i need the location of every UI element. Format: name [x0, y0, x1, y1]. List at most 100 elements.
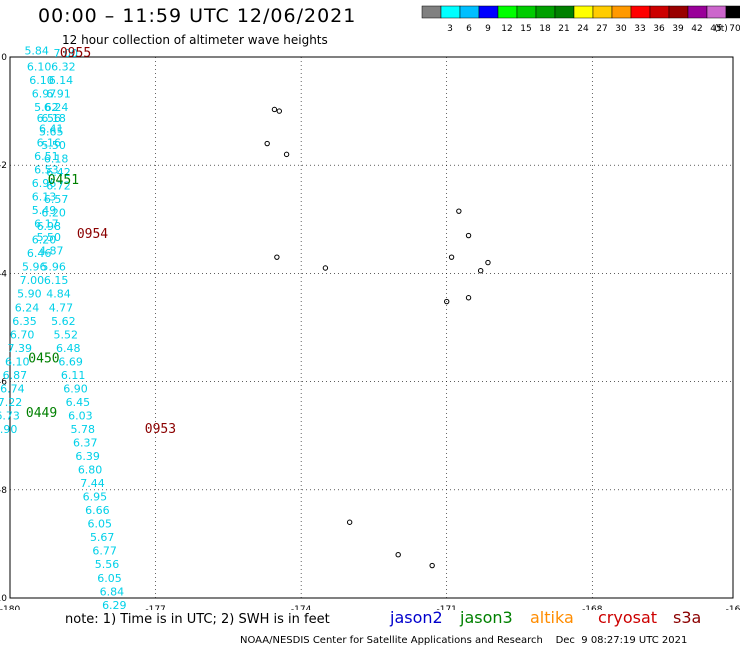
wave-height-label: 6.74 — [0, 382, 25, 395]
wave-height-label: 6.95 — [83, 491, 108, 504]
wave-height-label: 7.22 — [0, 396, 22, 409]
island-icon — [274, 254, 280, 260]
island-icon — [429, 562, 435, 569]
x-tick-label: -177 — [145, 605, 165, 610]
y-tick-label: -8 — [0, 486, 7, 496]
wave-height-label: 6.24 — [44, 101, 69, 114]
x-tick-label: -16 — [726, 605, 740, 610]
wave-height-label: 6.87 — [3, 369, 28, 382]
wave-height-label: 6.97 — [32, 88, 57, 101]
colorbar-tick-label: 36 — [653, 24, 665, 34]
wave-height-label: 6.46 — [27, 247, 52, 260]
wave-height-label: 6.39 — [75, 450, 100, 463]
wave-height-label: 6.48 — [56, 342, 81, 355]
colorbar-swatch — [725, 5, 740, 19]
wave-height-label: 6.51 — [34, 150, 59, 163]
island-icon — [264, 140, 270, 147]
colorbar-tick-label: 9 — [485, 24, 491, 34]
wave-height-label: 6.84 — [100, 585, 125, 598]
x-tick-label: -174 — [291, 605, 312, 610]
wave-height-map: -180-177-174-171-168-160-2-4-6-8-105.846… — [0, 44, 740, 610]
pass-time-label: 0451 — [48, 173, 79, 188]
colorbar-tick-label: 45 — [710, 24, 721, 34]
wave-height-label: 6.45 — [66, 396, 91, 409]
colorbar-tick-label: 39 — [672, 24, 684, 34]
wave-height-label: 5.62 — [51, 315, 76, 328]
wave-height-label: 6.56 — [37, 112, 62, 125]
island-icon — [395, 552, 401, 558]
pass-time-label: 0450 — [28, 352, 59, 367]
colorbar-tick-label: 24 — [577, 24, 589, 34]
island-icon — [271, 106, 278, 113]
colorbar-tick-label: 6 — [466, 24, 472, 34]
island-icon — [444, 298, 450, 305]
wave-height-label: 6.90 — [63, 382, 88, 395]
wave-height-colorbar: 3 6 9 12 15 18 21 24 27 30 33 36 39 42 45 70(ft) — [421, 5, 740, 34]
colorbar-tick-label: 15 — [520, 24, 531, 34]
island-icon — [465, 232, 472, 239]
island-icon — [477, 267, 484, 274]
wave-height-label: 6.98 — [37, 220, 62, 233]
wave-height-label: 6.24 — [15, 301, 40, 314]
wave-height-label: 6.10 — [27, 61, 52, 74]
wave-height-label: 6.29 — [102, 599, 127, 610]
y-tick-label: -2 — [0, 161, 7, 171]
colorbar-tick-label: 3 — [447, 24, 453, 34]
wave-height-label: 6.13 — [32, 190, 57, 203]
page-title: 00:00 – 11:59 UTC 12/06/2021 — [38, 5, 357, 27]
island-icon — [485, 259, 491, 266]
wave-height-label: 5.62 — [34, 101, 59, 114]
wave-height-label: 5.96 — [22, 261, 47, 274]
colorbar-tick-label: 30 — [615, 24, 627, 34]
wave-height-label: 6.32 — [51, 61, 76, 74]
pass-time-label: 0955 — [60, 46, 91, 61]
wave-height-label: 6.90 — [0, 423, 17, 436]
wave-height-label: 6.11 — [61, 369, 86, 382]
island-icon — [322, 265, 329, 271]
wave-height-label: 7.44 — [80, 477, 105, 490]
wave-height-label: 6.16 — [37, 136, 62, 149]
page-subtitle: 12 hour collection of altimeter wave hei… — [62, 33, 328, 47]
wave-height-label: 6.69 — [58, 355, 83, 368]
x-tick-label: -171 — [436, 605, 456, 610]
wave-height-label: 6.80 — [78, 464, 103, 477]
footer-credit: NOAA/NESDIS Center for Satellite Applica… — [240, 635, 688, 646]
wave-height-label: 6.57 — [44, 193, 69, 206]
wave-height-label: 6.91 — [46, 88, 71, 101]
legend-cryosat: cryosat — [598, 608, 658, 627]
wave-height-label: 5.49 — [32, 204, 57, 217]
wave-height-label: 6.03 — [68, 409, 93, 422]
wave-height-label: 5.56 — [95, 558, 120, 571]
wave-height-label: 6.14 — [49, 74, 74, 87]
wave-height-label: 6.05 — [88, 518, 113, 531]
y-tick-label: -6 — [0, 378, 7, 388]
wave-height-label: 6.72 — [46, 180, 71, 193]
wave-height-label: 6.18 — [41, 112, 66, 125]
legend-jason2: jason2 — [390, 608, 443, 627]
wave-height-label: 4.84 — [46, 288, 71, 301]
wave-height-label: 5.52 — [54, 328, 79, 341]
x-tick-label: -180 — [0, 605, 20, 610]
island-icon — [346, 519, 353, 525]
colorbar-unit-label: (ft) — [714, 24, 728, 34]
wave-height-label: 5.84 — [24, 44, 49, 57]
wave-height-label: 6.05 — [97, 572, 122, 585]
wave-height-label: 6.20 — [32, 234, 57, 247]
wave-height-label: 7.00 — [54, 47, 79, 60]
footer-note: note: 1) Time is in UTC; 2) SWH is in fe… — [65, 612, 330, 627]
wave-height-label: 6.41 — [39, 123, 64, 136]
wave-height-label: 6.96 — [32, 177, 57, 190]
wave-height-label: 6.70 — [10, 328, 35, 341]
wave-height-label: 6.17 — [34, 217, 59, 230]
colorbar-tick-label: 33 — [634, 24, 645, 34]
wave-height-label: 6.37 — [73, 437, 98, 450]
wave-height-label: 6.35 — [12, 315, 37, 328]
wave-height-label: 6.15 — [44, 274, 69, 287]
wave-height-label: 5.50 — [41, 139, 66, 152]
wave-height-label: 5.65 — [39, 125, 64, 138]
colorbar-tick-label: 12 — [501, 24, 512, 34]
wave-height-label: 6.10 — [29, 74, 54, 87]
pass-time-label: 0449 — [26, 406, 57, 421]
y-tick-label: -4 — [0, 269, 7, 279]
map-frame — [9, 56, 734, 599]
